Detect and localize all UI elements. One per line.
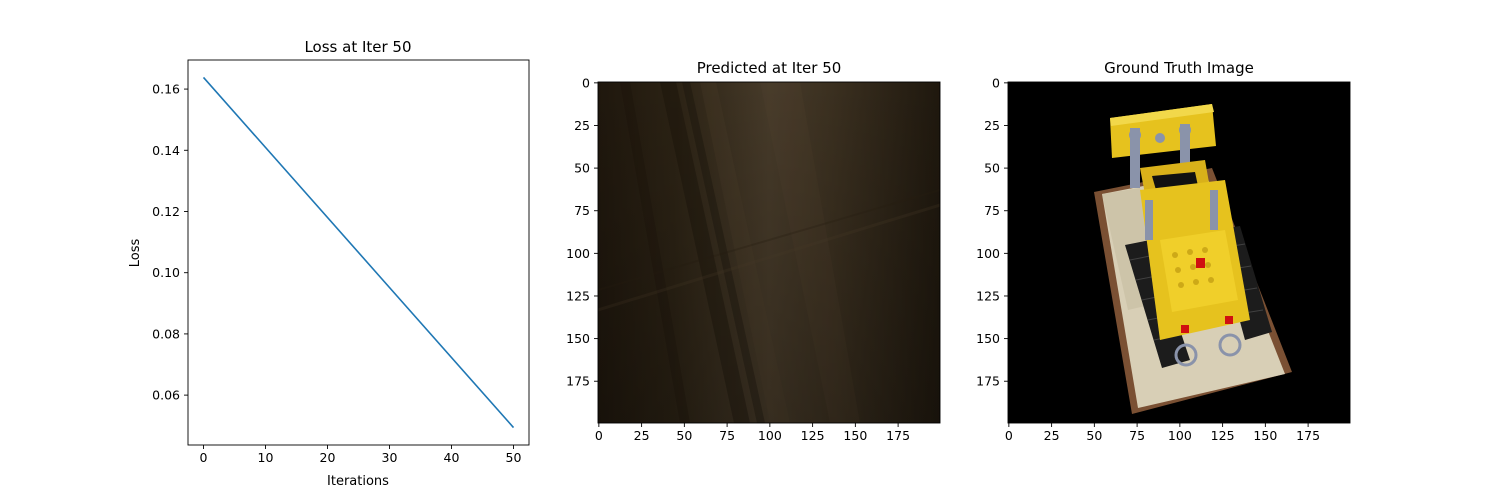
- predicted-x-tick-label: 150: [843, 428, 867, 443]
- predicted-x-ticks: 0 25 50 75 100 125 150 175: [595, 423, 910, 443]
- predicted-x-tick-label: 0: [595, 428, 603, 443]
- loss-y-axis-label: Loss: [128, 239, 143, 268]
- ground-truth-x-tick-label: 0: [1005, 428, 1013, 443]
- ground-truth-x-tick-label: 175: [1296, 428, 1320, 443]
- predicted-y-tick-label: 150: [566, 331, 590, 346]
- ground-truth-y-tick-label: 125: [976, 288, 1000, 303]
- ground-truth-x-ticks: 0 25 50 75 100 125 150 175: [1005, 423, 1320, 443]
- loss-line: [202, 76, 515, 429]
- predicted-x-tick-label: 75: [719, 428, 735, 443]
- loss-y-tick-label: 0.06: [152, 388, 180, 403]
- ground-truth-y-tick-label: 25: [984, 118, 1000, 133]
- loss-x-tick-label: 20: [320, 450, 336, 465]
- loss-y-tick-label: 0.08: [152, 326, 180, 341]
- loss-x-tick-label: 10: [258, 450, 274, 465]
- ground-truth-x-tick-label: 25: [1044, 428, 1060, 443]
- predicted-y-tick-label: 0: [582, 75, 590, 90]
- ground-truth-y-tick-label: 150: [976, 331, 1000, 346]
- loss-y-tick-label: 0.10: [152, 265, 180, 280]
- loss-x-ticks: 0 10 20 30 40 50: [200, 445, 522, 465]
- predicted-y-tick-label: 100: [566, 246, 590, 261]
- predicted-y-tick-label: 125: [566, 288, 590, 303]
- ground-truth-panel: Ground Truth Image: [976, 59, 1351, 443]
- loss-x-tick-label: 50: [506, 450, 522, 465]
- predicted-y-tick-label: 75: [574, 203, 590, 218]
- ground-truth-y-tick-label: 0: [992, 75, 1000, 90]
- loss-x-tick-label: 30: [382, 450, 398, 465]
- loss-x-axis-label: Iterations: [327, 474, 389, 489]
- predicted-y-ticks: 0 25 50 75 100 125 150 175: [566, 75, 598, 389]
- predicted-x-tick-label: 50: [676, 428, 692, 443]
- loss-chart-title: Loss at Iter 50: [304, 38, 411, 56]
- ground-truth-image: [1008, 82, 1350, 423]
- ground-truth-y-ticks: 0 25 50 75 100 125 150 175: [976, 75, 1008, 389]
- ground-truth-y-tick-label: 175: [976, 374, 1000, 389]
- predicted-image: [598, 82, 940, 423]
- ground-truth-y-tick-label: 50: [984, 161, 1000, 176]
- predicted-frame: [597, 81, 941, 424]
- predicted-x-tick-label: 175: [886, 428, 910, 443]
- loss-y-tick-label: 0.12: [152, 204, 180, 219]
- ground-truth-x-tick-label: 125: [1211, 428, 1235, 443]
- predicted-x-tick-label: 25: [634, 428, 650, 443]
- ground-truth-frame: [1007, 81, 1351, 424]
- ground-truth-y-tick-label: 75: [984, 203, 1000, 218]
- ground-truth-x-tick-label: 50: [1086, 428, 1102, 443]
- predicted-y-tick-label: 50: [574, 161, 590, 176]
- loss-y-tick-label: 0.14: [152, 143, 180, 158]
- ground-truth-x-tick-label: 100: [1168, 428, 1192, 443]
- ground-truth-title: Ground Truth Image: [1104, 59, 1254, 77]
- predicted-image-title: Predicted at Iter 50: [697, 59, 842, 77]
- predicted-image-panel: Predicted at Iter 50 0 25 50 75 100 125 150 175…: [566, 59, 941, 443]
- ground-truth-x-tick-label: 75: [1129, 428, 1145, 443]
- loss-chart-panel: Loss at Iter 50 0 10 20 30 40 50 0.06 0.08 0.10…: [128, 38, 530, 489]
- loss-plot-frame: [187, 59, 530, 446]
- ground-truth-x-tick-label: 150: [1253, 428, 1277, 443]
- predicted-y-tick-label: 175: [566, 374, 590, 389]
- loss-x-tick-label: 0: [200, 450, 208, 465]
- predicted-x-tick-label: 125: [801, 428, 825, 443]
- ground-truth-y-tick-label: 100: [976, 246, 1000, 261]
- loss-y-ticks: 0.06 0.08 0.10 0.12 0.14 0.16: [152, 82, 188, 403]
- predicted-y-tick-label: 25: [574, 118, 590, 133]
- predicted-x-tick-label: 100: [758, 428, 782, 443]
- loss-y-tick-label: 0.16: [152, 82, 180, 97]
- loss-x-tick-label: 40: [444, 450, 460, 465]
